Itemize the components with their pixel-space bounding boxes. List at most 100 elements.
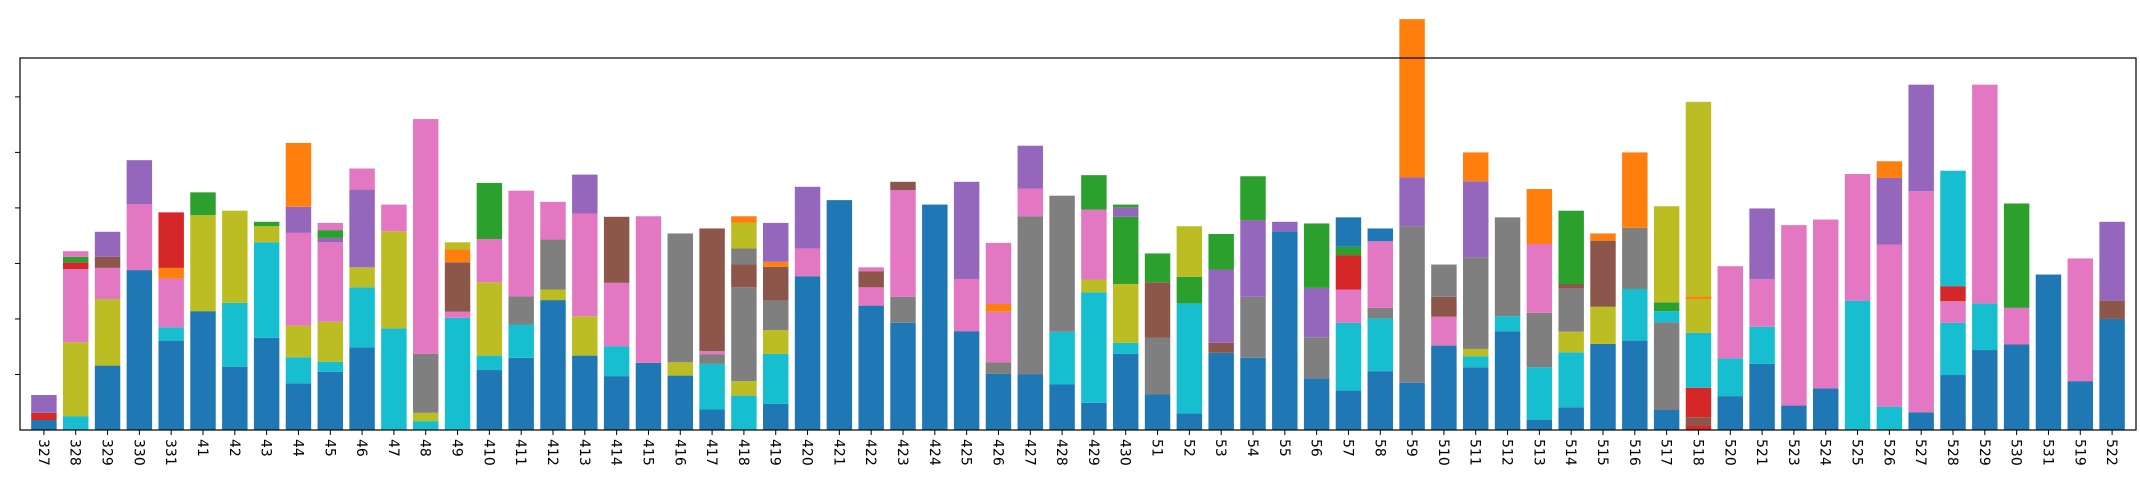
bar-segment-57-0 <box>1335 390 1362 430</box>
bar-segment-426-0 <box>985 373 1012 430</box>
bar-stack-330 <box>126 160 153 430</box>
bar-segment-523-1 <box>1781 225 1807 406</box>
x-tick-label: 520 <box>1721 439 1737 466</box>
bar-stack-510 <box>1431 264 1457 430</box>
bar-segment-526-1 <box>1876 244 1903 407</box>
bar-segment-417-2 <box>699 354 725 364</box>
x-tick-label: 415 <box>639 439 655 466</box>
x-tick-label: 430 <box>1117 439 1133 466</box>
bar-segment-423-1 <box>890 296 916 323</box>
bar-stack-47 <box>381 204 407 430</box>
bar-segment-51-1 <box>1144 337 1171 395</box>
x-tick-label: 59 <box>1403 439 1419 457</box>
bar-segment-411-3 <box>508 190 534 297</box>
bar-segment-44-3 <box>285 232 312 326</box>
bar-segment-430-0 <box>1113 353 1139 430</box>
x-tick-label: 57 <box>1339 439 1355 457</box>
bar-segment-41-1 <box>190 215 216 312</box>
x-tick-label: 528 <box>1944 439 1960 466</box>
bar-segment-45-0 <box>317 371 343 430</box>
bar-segment-413-1 <box>572 316 598 356</box>
bar-stack-416 <box>667 233 693 430</box>
bar-segment-52-3 <box>1176 226 1203 277</box>
x-tick-label: 427 <box>1021 439 1037 466</box>
bar-segment-410-2 <box>476 282 503 356</box>
bar-stack-331 <box>158 212 184 430</box>
x-tick-label: 525 <box>1849 439 1865 466</box>
x-tick-label: 514 <box>1562 439 1578 466</box>
bar-segment-514-0 <box>1558 407 1584 430</box>
bar-stack-517 <box>1653 206 1680 430</box>
bar-segment-419-5 <box>763 261 789 267</box>
bar-segment-513-3 <box>1526 244 1553 313</box>
x-tick-label: 523 <box>1785 439 1801 466</box>
bar-segment-510-3 <box>1431 264 1457 297</box>
bar-stack-422 <box>858 267 884 430</box>
bar-segment-520-2 <box>1717 266 1743 359</box>
bar-segment-420-0 <box>794 276 821 430</box>
bar-segment-514-3 <box>1558 288 1584 332</box>
bar-segment-517-4 <box>1653 206 1680 303</box>
bar-stack-526 <box>1876 161 1903 430</box>
bar-segment-430-3 <box>1113 216 1139 284</box>
bar-stack-523 <box>1781 225 1807 430</box>
x-tick-label: 328 <box>67 439 83 466</box>
bar-stack-527 <box>1908 84 1934 430</box>
bar-segment-48-1 <box>413 412 439 422</box>
bar-segment-328-1 <box>63 342 89 417</box>
bar-segment-428-1 <box>1049 331 1075 385</box>
bar-segment-520-0 <box>1717 396 1743 430</box>
bar-segment-329-2 <box>94 267 121 299</box>
bar-segment-530-2 <box>2003 203 2030 308</box>
bar-segment-514-5 <box>1558 210 1584 284</box>
bar-stack-520 <box>1717 266 1743 430</box>
bar-segment-510-0 <box>1431 345 1457 430</box>
bar-segment-410-0 <box>476 370 503 430</box>
bar-stack-328 <box>63 251 89 430</box>
bar-segment-52-1 <box>1176 303 1203 414</box>
bar-segment-516-1 <box>1622 288 1648 341</box>
bar-segment-517-0 <box>1653 410 1680 430</box>
bar-segment-529-0 <box>1972 350 1998 430</box>
bar-segment-530-1 <box>2003 307 2030 345</box>
bar-segment-418-0 <box>731 395 757 430</box>
bar-segment-49-3 <box>444 249 471 263</box>
x-tick-label: 521 <box>1753 439 1769 466</box>
x-tick-label: 414 <box>608 439 624 466</box>
bar-segment-54-2 <box>1240 220 1266 297</box>
bar-segment-521-0 <box>1749 363 1775 430</box>
bar-segment-414-2 <box>603 282 630 347</box>
bar-segment-527-1 <box>1908 191 1934 413</box>
x-tick-label: 531 <box>2039 439 2055 466</box>
x-tick-label: 423 <box>894 439 910 466</box>
bar-segment-510-1 <box>1431 316 1457 346</box>
bar-segment-520-1 <box>1717 358 1743 397</box>
bar-segment-47-2 <box>381 204 407 232</box>
bar-segment-327-2 <box>31 395 57 413</box>
x-tick-label: 515 <box>1594 439 1610 466</box>
bar-segment-521-1 <box>1749 326 1775 364</box>
bar-segment-331-4 <box>158 212 184 268</box>
bar-segment-47-1 <box>381 231 407 329</box>
bar-segment-511-2 <box>1463 348 1489 357</box>
bar-segment-41-2 <box>190 192 216 216</box>
bar-segment-414-0 <box>603 376 630 430</box>
bar-segment-518-5 <box>1685 296 1712 299</box>
bar-segment-421-0 <box>826 200 853 430</box>
x-tick-label: 422 <box>862 439 878 466</box>
bar-segment-418-4 <box>731 248 757 265</box>
bar-segment-330-2 <box>126 160 153 205</box>
bar-segment-49-4 <box>444 242 471 250</box>
bar-segment-329-4 <box>94 231 121 257</box>
x-tick-label: 428 <box>1053 439 1069 466</box>
bar-segment-44-0 <box>285 383 312 430</box>
bar-segment-417-3 <box>699 351 725 355</box>
bar-segment-329-0 <box>94 365 121 430</box>
bar-stack-418 <box>731 216 757 430</box>
bar-segment-51-2 <box>1144 282 1171 338</box>
bar-segment-427-0 <box>1017 374 1043 430</box>
bar-segment-426-1 <box>985 362 1012 374</box>
x-tick-label: 429 <box>1085 439 1101 466</box>
bar-segment-414-1 <box>603 346 630 377</box>
bar-segment-53-1 <box>1208 342 1234 353</box>
